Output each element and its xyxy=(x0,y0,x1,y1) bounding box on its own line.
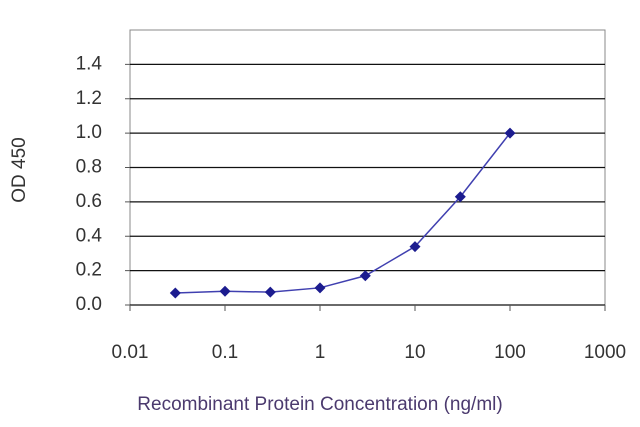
data-point xyxy=(409,241,421,253)
y-tick-label: 0.6 xyxy=(76,191,102,212)
x-tick-label: 1 xyxy=(315,342,326,363)
x-axis-label: Recombinant Protein Concentration (ng/ml… xyxy=(137,394,502,415)
y-tick-label: 1.4 xyxy=(76,53,103,74)
data-point xyxy=(504,127,516,139)
data-line xyxy=(175,132,511,294)
x-tick-label: 10 xyxy=(404,342,425,363)
y-tick-label: 1.2 xyxy=(76,88,102,109)
data-point xyxy=(264,286,276,298)
y-tick-label: 0.0 xyxy=(76,294,102,315)
y-axis-label: OD 450 xyxy=(9,137,30,202)
x-tick-label: 100 xyxy=(494,342,526,363)
y-tick-label: 0.8 xyxy=(76,157,102,178)
y-tick-label: 1.0 xyxy=(76,122,102,143)
data-point xyxy=(454,191,466,203)
y-tick-label: 0.2 xyxy=(76,260,102,281)
data-point xyxy=(219,285,231,297)
data-point xyxy=(359,270,371,282)
x-tick-label: 0.1 xyxy=(212,342,238,363)
data-point xyxy=(169,287,181,299)
x-tick-label: 0.01 xyxy=(112,342,149,363)
data-point xyxy=(314,282,326,294)
y-tick-label: 0.4 xyxy=(76,225,103,246)
x-tick-label: 1000 xyxy=(584,342,626,363)
